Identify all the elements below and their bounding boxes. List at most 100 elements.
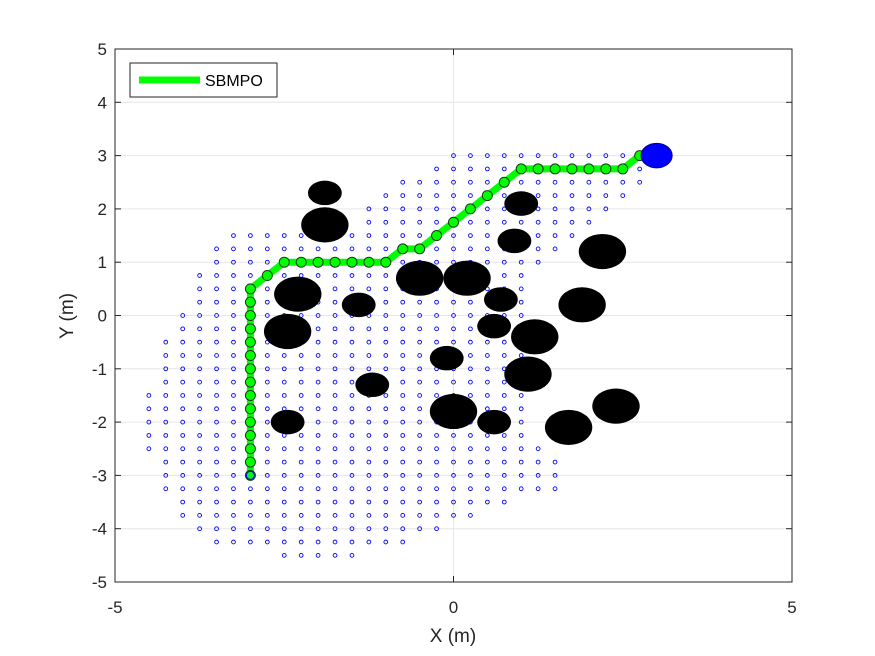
sample-point	[281, 526, 287, 532]
sample-point	[400, 446, 406, 452]
sample-point	[468, 326, 473, 332]
sample-point	[400, 259, 406, 265]
sample-point	[501, 379, 507, 385]
sample-point	[180, 339, 186, 345]
sample-point	[434, 339, 439, 345]
sample-point	[518, 273, 524, 278]
sample-point	[383, 299, 389, 305]
sample-point	[315, 273, 321, 278]
sample-point	[383, 273, 389, 278]
sample-point	[383, 446, 389, 452]
obstacle	[477, 313, 512, 339]
sample-point	[417, 433, 422, 438]
sample-point	[349, 459, 355, 465]
sample-point	[281, 446, 287, 452]
sample-point	[400, 339, 406, 345]
sample-point	[332, 419, 338, 425]
sample-point	[197, 353, 202, 358]
sample-point	[434, 259, 439, 265]
sample-point	[315, 246, 321, 252]
sample-point	[468, 339, 473, 345]
sample-point	[264, 353, 270, 358]
sample-point	[518, 433, 524, 438]
sample-point	[180, 366, 186, 372]
sample-point	[248, 486, 253, 492]
sample-point	[434, 459, 439, 465]
sample-point	[468, 219, 473, 225]
sample-point	[332, 499, 338, 505]
x-axis-label: X (m)	[430, 626, 476, 647]
sample-point	[180, 513, 186, 518]
sample-point	[180, 406, 186, 412]
path-waypoint	[414, 243, 426, 255]
sample-point	[518, 486, 524, 492]
sample-point	[400, 233, 406, 238]
path-waypoint	[244, 429, 256, 441]
sample-point	[468, 153, 473, 158]
sample-point	[417, 219, 422, 225]
sample-point	[417, 419, 422, 425]
sample-point	[501, 259, 507, 265]
sample-point	[197, 406, 202, 412]
sample-point	[298, 459, 304, 465]
sample-point	[264, 499, 270, 505]
sample-point	[264, 366, 270, 372]
sample-point	[349, 499, 355, 505]
sample-point	[518, 446, 524, 452]
sample-point	[163, 353, 169, 358]
sample-point	[468, 393, 473, 398]
sample-point	[231, 419, 236, 425]
sample-point	[383, 366, 389, 372]
sample-point	[315, 459, 321, 465]
sample-point	[434, 246, 439, 252]
y-tick-label: 2	[98, 200, 107, 219]
x-tick-label: 5	[787, 598, 796, 617]
sample-point	[485, 246, 490, 252]
sample-point	[417, 486, 422, 492]
sample-point	[366, 473, 372, 478]
sample-point	[349, 233, 355, 238]
sample-point	[383, 526, 389, 532]
sample-point	[485, 219, 490, 225]
sample-point	[535, 219, 541, 225]
sample-point	[315, 433, 321, 438]
sample-point	[349, 526, 355, 532]
sample-point	[332, 273, 338, 278]
sample-point	[417, 513, 422, 518]
sample-point	[332, 459, 338, 465]
sample-point	[315, 339, 321, 345]
sample-point	[434, 379, 439, 385]
sample-point	[231, 259, 236, 265]
path-waypoint	[431, 230, 443, 242]
sample-point	[214, 259, 219, 265]
sample-point	[180, 499, 186, 505]
path-waypoint	[278, 256, 290, 268]
sample-point	[586, 179, 592, 185]
path-waypoint	[244, 336, 256, 348]
sample-point	[231, 326, 236, 332]
sample-point	[248, 513, 253, 518]
sample-point	[214, 339, 219, 345]
sample-point	[434, 193, 439, 198]
sample-point	[298, 366, 304, 372]
sample-point	[535, 179, 541, 185]
sample-point	[214, 313, 219, 318]
sample-point	[485, 166, 490, 172]
sample-point	[231, 486, 236, 492]
sample-point	[468, 486, 473, 492]
sample-point	[468, 513, 473, 518]
sample-point	[400, 406, 406, 412]
y-tick-label: 3	[98, 147, 107, 166]
obstacle	[558, 287, 606, 323]
sample-point	[535, 233, 541, 238]
sample-point	[231, 433, 236, 438]
sample-point	[281, 473, 287, 478]
sample-point	[417, 313, 422, 318]
sample-point	[264, 406, 270, 412]
sample-point	[332, 353, 338, 358]
sample-point	[400, 419, 406, 425]
sample-point	[451, 299, 456, 305]
sample-point	[248, 259, 253, 265]
sample-point	[518, 406, 524, 412]
sample-point	[214, 379, 219, 385]
